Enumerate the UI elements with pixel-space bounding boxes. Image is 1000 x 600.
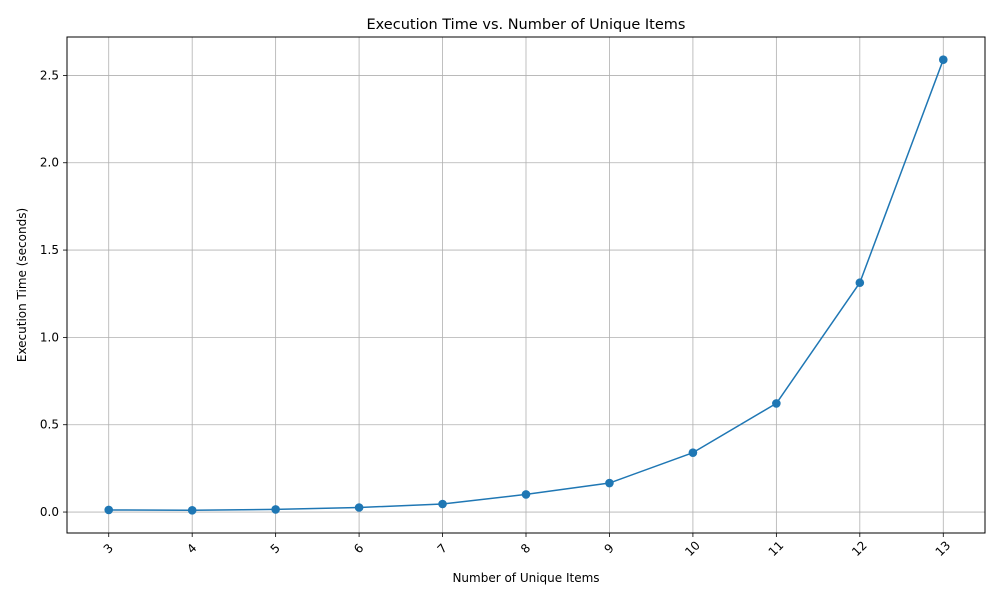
data-point (938, 55, 948, 65)
data-point (354, 503, 364, 512)
x-axis-label: Number of Unique Items (452, 571, 599, 585)
x-tick-label: 3 (101, 541, 116, 556)
data-point (521, 490, 531, 499)
data-point (438, 499, 447, 509)
x-tick-label: 12 (849, 538, 870, 559)
x-tick-label: 9 (601, 541, 616, 556)
ticks-layer: 3 4 5 6 7 8 9 10 11 12 13 0.0 0.5 1.0 1.5 2.0 2.5 (40, 68, 953, 559)
x-tick-label: 13 (933, 538, 954, 559)
grid-layer (67, 37, 985, 533)
y-tick-label: 1.5 (40, 243, 59, 257)
series-layer (104, 55, 948, 515)
x-tick-label: 4 (184, 541, 199, 556)
chart-title: Execution Time vs. Number of Unique Item… (367, 17, 686, 33)
x-tick-label: 7 (435, 541, 450, 556)
data-point (772, 399, 781, 408)
data-point (688, 448, 698, 457)
y-tick-label: 1.0 (40, 330, 59, 344)
data-point (605, 478, 614, 488)
data-point (187, 505, 197, 515)
y-tick-label: 0.5 (40, 418, 59, 432)
y-axis-label: Execution Time (seconds) (15, 208, 29, 362)
y-tick-label: 2.5 (40, 68, 59, 82)
x-tick-label: 10 (682, 538, 703, 559)
x-tick-label: 8 (518, 541, 533, 556)
y-tick-label: 2.0 (40, 156, 59, 170)
x-tick-label: 11 (766, 538, 787, 559)
data-point (271, 505, 280, 514)
data-point (855, 278, 865, 288)
x-tick-label: 5 (268, 541, 283, 556)
y-tick-label: 0.0 (40, 505, 59, 519)
data-point (104, 505, 114, 515)
x-tick-label: 6 (351, 541, 366, 556)
